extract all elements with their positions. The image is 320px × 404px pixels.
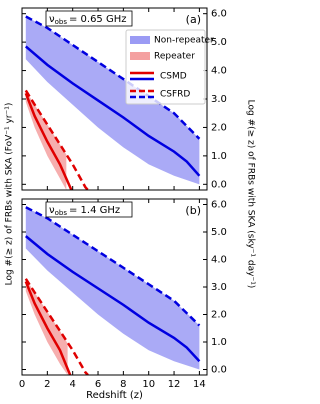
- x-tick-label: 0: [19, 379, 25, 390]
- plot-area: [24, 15, 201, 190]
- annotation: νobs = 1.4 GHz: [49, 205, 120, 217]
- annotation-subscript: obs: [55, 209, 68, 217]
- x-tick-label: 12: [168, 379, 181, 390]
- dashed-line: [24, 89, 89, 190]
- y2-tick-label: 2.0: [211, 310, 227, 321]
- y2-tick-label: 6.0: [211, 9, 227, 20]
- annotation-box: [45, 10, 133, 27]
- solid-line: [24, 45, 201, 177]
- annotation-subscript: obs: [55, 18, 68, 26]
- y2-tick-label: 1.0: [211, 151, 227, 162]
- y2-tick-label: 2.0: [211, 122, 227, 133]
- y2-tick-label: 4.0: [211, 66, 227, 77]
- legend-label: Non-repeater: [154, 36, 214, 46]
- y2-tick-label: 3.0: [211, 282, 227, 293]
- legend-patch: [130, 52, 150, 60]
- legend-label: CSFRD: [160, 90, 190, 100]
- legend-box: [125, 29, 206, 105]
- band: [25, 207, 200, 370]
- y2-tick-label: 4.0: [211, 255, 227, 266]
- solid-line: [24, 92, 73, 190]
- y-axis-label: Log #(≥ z) of FRBs with SKA (FoV⁻¹ yr⁻¹): [5, 103, 15, 286]
- dashed-line: [25, 206, 201, 327]
- y2-tick-label: 5.0: [211, 37, 227, 48]
- x-tick-label: 10: [142, 379, 155, 390]
- band: [25, 16, 200, 185]
- x-tick-label: 14: [193, 379, 206, 390]
- solid-line: [25, 235, 201, 363]
- chart: Log #(≥ z) of FRBs with SKA (FoV⁻¹ yr⁻¹)…: [5, 7, 256, 401]
- legend-label: CSMD: [160, 72, 187, 82]
- y2-tick-label: 1.0: [211, 337, 227, 348]
- y2-tick-label: 0.0: [211, 365, 227, 376]
- solid-line: [24, 281, 72, 375]
- x-axis-label: Redshift (z): [86, 390, 143, 400]
- annotation-text: = 1.4 GHz: [69, 205, 120, 216]
- annotation-symbol: ν: [49, 14, 55, 25]
- annotation-box: [45, 201, 133, 218]
- dashed-line: [25, 15, 201, 140]
- annotation-text: = 0.65 GHz: [69, 14, 127, 25]
- y2-tick-label: 0.0: [211, 179, 227, 190]
- dashed-line: [24, 278, 89, 375]
- legend-label: Repeater: [154, 52, 195, 62]
- annotation: νobs = 0.65 GHz: [49, 14, 127, 26]
- x-tick-label: 6: [95, 379, 101, 390]
- panel-label: (b): [185, 204, 201, 217]
- y2-axis-label: Log #(≥ z) of FRBs with SKA (sky⁻¹ day⁻¹…: [246, 100, 256, 289]
- x-tick-label: 2: [44, 379, 50, 390]
- annotation-symbol: ν: [49, 205, 55, 216]
- legend-patch: [130, 36, 150, 44]
- plot-area: [24, 206, 201, 375]
- y2-tick-label: 6.0: [211, 200, 227, 211]
- x-tick-label: 8: [120, 379, 126, 390]
- y2-tick-label: 3.0: [211, 94, 227, 105]
- panel-label: (a): [186, 13, 201, 26]
- y2-tick-label: 5.0: [211, 227, 227, 238]
- x-tick-label: 4: [69, 379, 75, 390]
